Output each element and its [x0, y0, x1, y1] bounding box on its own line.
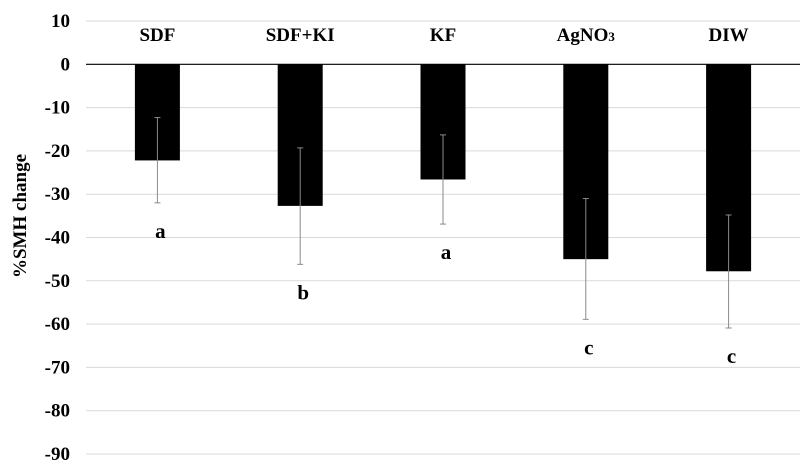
category-label-main: DIW	[709, 25, 749, 46]
category-label-subscript: 3	[608, 29, 615, 44]
category-label: AgNO3	[557, 25, 616, 46]
y-tick-label: -30	[45, 184, 70, 205]
y-tick-label: 0	[61, 54, 71, 75]
significance-labels: a b a c c	[155, 219, 736, 368]
category-label: SDF+KI	[266, 25, 335, 46]
y-tick-label: -60	[45, 314, 70, 335]
significance-label: b	[297, 280, 309, 304]
category-label-main: SDF	[139, 25, 175, 46]
significance-label: a	[155, 219, 166, 243]
y-tick-label: -90	[45, 444, 70, 462]
y-tick-label: -20	[45, 141, 70, 162]
y-tick-label: -80	[45, 401, 70, 422]
category-labels: SDF SDF+KI KF AgNO3 DIW	[139, 25, 748, 46]
category-label: SDF	[139, 25, 175, 46]
significance-label: c	[727, 344, 736, 368]
error-bar	[440, 134, 446, 225]
y-tick-label: -50	[45, 271, 70, 292]
category-label: KF	[430, 25, 456, 46]
y-tick-label: -10	[45, 98, 70, 119]
error-bar	[297, 147, 304, 265]
category-label-main: SDF+KI	[266, 25, 335, 46]
y-tick-label: -70	[45, 357, 70, 378]
error-bar-layer	[154, 117, 732, 329]
category-label: DIW	[709, 25, 749, 46]
category-label-main: AgNO	[557, 25, 609, 46]
error-bar	[582, 198, 589, 320]
significance-label: a	[441, 240, 452, 264]
category-label-main: KF	[430, 25, 456, 46]
significance-label: c	[584, 335, 593, 359]
error-bar	[725, 214, 732, 329]
y-tick-label: -40	[45, 228, 70, 249]
y-tick-labels: 10 0 -10 -20 -30 -40 -50 -60 -70 -80 -90	[45, 11, 70, 462]
y-axis-title: %SMH change	[10, 154, 31, 278]
error-bar	[154, 117, 161, 204]
y-tick-label: 10	[51, 11, 70, 32]
